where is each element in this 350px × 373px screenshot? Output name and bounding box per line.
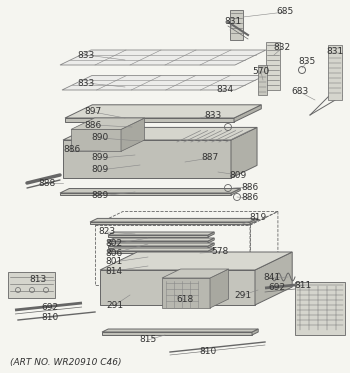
Text: 833: 833 [204,110,222,119]
Text: 810: 810 [41,313,59,322]
Text: 618: 618 [176,295,194,304]
Text: 831: 831 [326,47,344,56]
Polygon shape [258,65,267,95]
Polygon shape [8,272,55,298]
Text: 692: 692 [41,303,58,311]
Polygon shape [231,128,257,178]
Polygon shape [102,332,252,335]
Polygon shape [250,219,258,224]
Polygon shape [208,232,214,237]
Text: 897: 897 [84,107,101,116]
Polygon shape [108,238,214,241]
Text: 814: 814 [105,266,122,276]
Text: 899: 899 [91,154,108,163]
Text: 886: 886 [241,182,259,191]
Text: 889: 889 [91,191,108,201]
Polygon shape [90,219,258,222]
Text: 291: 291 [234,291,252,300]
Polygon shape [108,246,208,248]
Polygon shape [60,50,266,65]
Text: 570: 570 [252,68,270,76]
Text: 886: 886 [84,120,101,129]
Polygon shape [208,248,214,253]
Text: 811: 811 [294,280,312,289]
Polygon shape [295,282,345,335]
Polygon shape [108,241,208,243]
Text: 692: 692 [268,283,286,292]
Polygon shape [90,222,250,224]
Text: 801: 801 [105,257,122,266]
Polygon shape [108,232,214,235]
Polygon shape [255,252,292,305]
Polygon shape [234,105,261,122]
Polygon shape [162,269,229,278]
Polygon shape [231,188,240,195]
Polygon shape [266,42,280,90]
Polygon shape [65,105,261,118]
Polygon shape [208,238,214,243]
Text: 833: 833 [77,50,94,60]
Text: 841: 841 [264,273,281,282]
Text: 886: 886 [63,145,80,154]
Text: 834: 834 [216,85,233,94]
Text: 815: 815 [139,335,157,345]
Polygon shape [71,118,145,129]
Text: 835: 835 [298,57,316,66]
Polygon shape [108,243,214,246]
Text: 832: 832 [273,44,290,53]
Polygon shape [108,251,208,253]
Text: 683: 683 [291,88,309,97]
Text: 823: 823 [98,228,116,236]
Polygon shape [60,193,231,195]
Polygon shape [62,76,265,90]
Polygon shape [108,235,208,237]
Polygon shape [108,248,214,251]
Text: 888: 888 [38,179,56,188]
Polygon shape [208,243,214,248]
Polygon shape [100,270,255,305]
Text: 291: 291 [106,301,124,310]
Polygon shape [210,269,229,308]
Polygon shape [65,118,234,122]
Text: 578: 578 [211,248,229,257]
Text: 890: 890 [91,134,108,142]
Text: 809: 809 [229,170,247,179]
Text: 802: 802 [105,239,122,248]
Text: 810: 810 [199,348,217,357]
Polygon shape [230,10,243,40]
Text: (ART NO. WR20910 C46): (ART NO. WR20910 C46) [10,358,121,367]
Polygon shape [100,252,292,270]
Text: 809: 809 [91,166,108,175]
Polygon shape [63,140,231,178]
Polygon shape [60,188,240,193]
Polygon shape [102,329,258,332]
Polygon shape [328,45,342,100]
Polygon shape [71,129,121,151]
Text: 887: 887 [201,154,219,163]
Polygon shape [63,128,257,140]
Text: 831: 831 [224,18,241,26]
Polygon shape [162,278,210,308]
Polygon shape [121,118,145,151]
Text: 806: 806 [105,248,122,257]
Text: 819: 819 [249,213,267,223]
Text: 833: 833 [77,78,94,88]
Polygon shape [252,329,258,335]
Text: 813: 813 [29,276,47,285]
Text: 886: 886 [241,194,259,203]
Text: 685: 685 [276,7,294,16]
